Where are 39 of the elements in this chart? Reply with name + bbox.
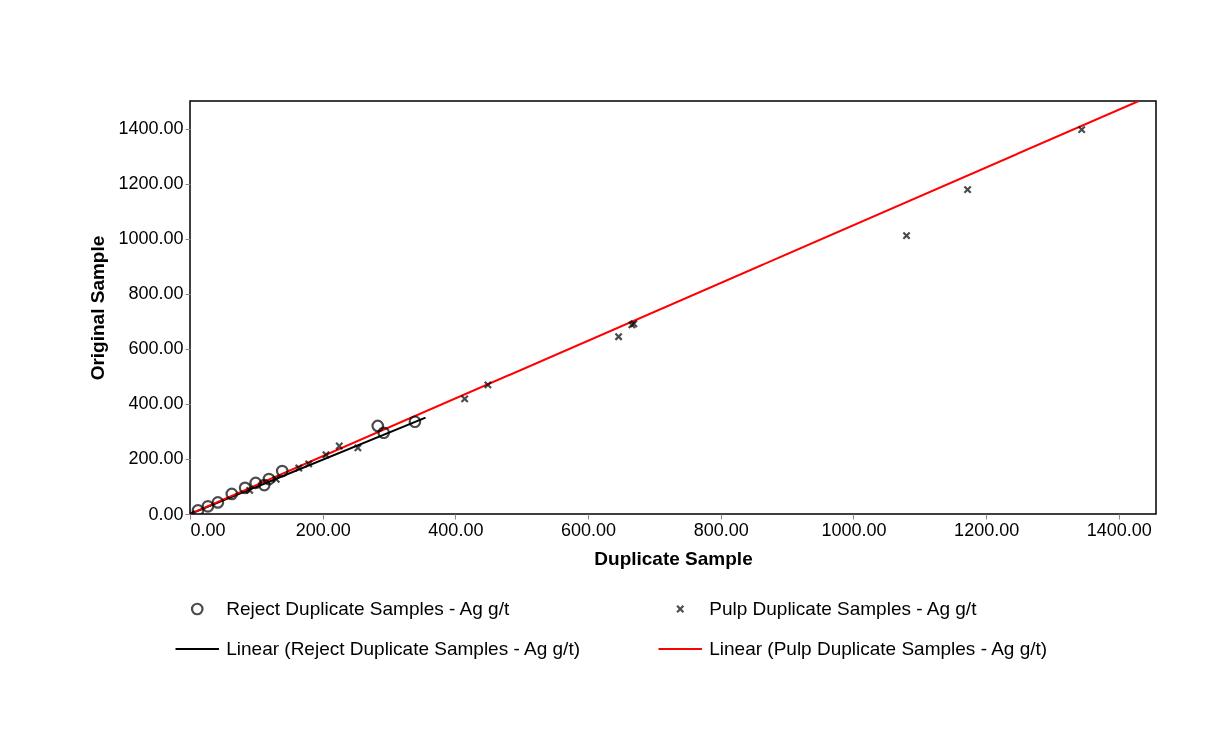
- y-tick-label: 200.00: [128, 448, 184, 469]
- y-tick-label: 1000.00: [118, 228, 184, 249]
- point: [238, 481, 252, 495]
- y-tick-label: 800.00: [128, 283, 184, 304]
- point: [460, 394, 469, 404]
- legend-label: Linear (Pulp Duplicate Samples - Ag g/t): [709, 638, 1048, 659]
- point: [294, 463, 304, 473]
- x-tick-label: 0.00: [190, 519, 226, 540]
- point: [201, 499, 215, 513]
- legend-label: Pulp Duplicate Samples - Ag g/t: [709, 598, 978, 619]
- x-axis-title: Duplicate Sample: [594, 547, 753, 569]
- point: [408, 415, 422, 429]
- point: [353, 443, 363, 453]
- y-tick-label: 600.00: [128, 338, 184, 359]
- point: [483, 380, 493, 390]
- point: [257, 478, 271, 492]
- point: [211, 496, 225, 509]
- point: [275, 464, 289, 478]
- y-tick-label: 1200.00: [118, 173, 184, 194]
- point: [371, 419, 385, 433]
- y-axis-title: Original Sample: [87, 235, 109, 381]
- x-tick-label: 1400.00: [1086, 519, 1152, 540]
- point: [191, 504, 205, 514]
- point: [377, 426, 391, 440]
- x-tick-label: 800.00: [693, 519, 749, 540]
- x-tick-label: 1000.00: [821, 519, 887, 540]
- x-tick-label: 400.00: [428, 519, 484, 540]
- point: [335, 441, 344, 451]
- y-tick-label: 0.00: [148, 503, 184, 524]
- point: [321, 450, 331, 460]
- legend-label: Reject Duplicate Samples - Ag g/t: [226, 598, 510, 619]
- point: [225, 487, 239, 501]
- y-tick-label: 400.00: [128, 393, 184, 414]
- x-tick-label: 1200.00: [954, 519, 1020, 540]
- y-tick-label: 1400.00: [118, 118, 184, 139]
- x-tick-label: 200.00: [295, 519, 351, 540]
- x-tick-label: 600.00: [561, 519, 617, 540]
- legend-label: Linear (Reject Duplicate Samples - Ag g/t): [226, 638, 581, 659]
- point: [249, 476, 263, 490]
